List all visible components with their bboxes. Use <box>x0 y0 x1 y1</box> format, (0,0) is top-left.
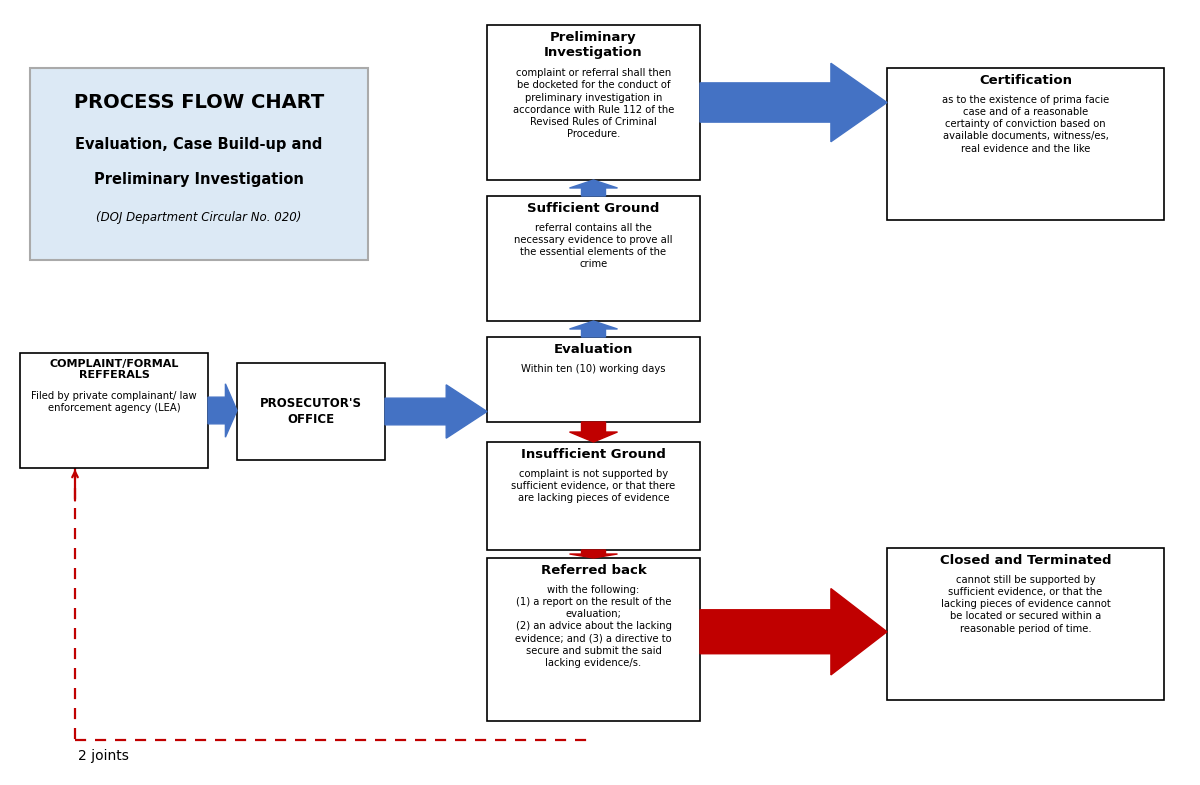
Text: Evaluation: Evaluation <box>554 343 634 356</box>
Polygon shape <box>570 422 618 442</box>
Bar <box>238 363 385 460</box>
Bar <box>487 558 700 721</box>
Bar <box>20 353 208 468</box>
Text: as to the existence of prima facie
case and of a reasonable
certainty of convict: as to the existence of prima facie case … <box>942 95 1109 154</box>
Text: COMPLAINT/FORMAL
REFFERALS: COMPLAINT/FORMAL REFFERALS <box>49 360 179 381</box>
Polygon shape <box>208 384 238 437</box>
Polygon shape <box>570 180 618 196</box>
Text: cannot still be supported by
sufficient evidence, or that the
lacking pieces of : cannot still be supported by sufficient … <box>941 575 1110 633</box>
Text: referral contains all the
necessary evidence to prove all
the essential elements: referral contains all the necessary evid… <box>515 223 673 269</box>
Text: Filed by private complainant/ law
enforcement agency (LEA): Filed by private complainant/ law enforc… <box>31 391 197 413</box>
Text: 2 joints: 2 joints <box>78 749 128 763</box>
Text: complaint is not supported by
sufficient evidence, or that there
are lacking pie: complaint is not supported by sufficient… <box>511 469 676 503</box>
Bar <box>30 68 368 260</box>
Polygon shape <box>700 64 887 142</box>
Bar <box>487 337 700 422</box>
Text: Sufficient Ground: Sufficient Ground <box>527 203 660 215</box>
Text: Within ten (10) working days: Within ten (10) working days <box>521 363 666 374</box>
Text: with the following:
(1) a report on the result of the
evaluation;
(2) an advice : with the following: (1) a report on the … <box>515 585 672 668</box>
Text: Evaluation, Case Build-up and: Evaluation, Case Build-up and <box>76 137 323 152</box>
Text: complaint or referral shall then
be docketed for the conduct of
preliminary inve: complaint or referral shall then be dock… <box>512 68 674 140</box>
Text: PROSECUTOR'S
OFFICE: PROSECUTOR'S OFFICE <box>260 397 362 426</box>
Polygon shape <box>385 385 487 438</box>
Bar <box>487 442 700 550</box>
Text: PROCESS FLOW CHART: PROCESS FLOW CHART <box>74 93 324 112</box>
Bar <box>887 548 1164 700</box>
Text: Preliminary Investigation: Preliminary Investigation <box>94 172 304 187</box>
Bar <box>487 25 700 180</box>
Text: (DOJ Department Circular No. 020): (DOJ Department Circular No. 020) <box>96 211 301 225</box>
Text: Preliminary
Investigation: Preliminary Investigation <box>544 31 643 59</box>
Text: Insufficient Ground: Insufficient Ground <box>521 448 666 462</box>
Polygon shape <box>570 550 618 558</box>
Polygon shape <box>570 321 618 337</box>
Text: Certification: Certification <box>979 75 1072 87</box>
Polygon shape <box>700 589 887 675</box>
Text: Referred back: Referred back <box>541 564 647 577</box>
Bar <box>887 68 1164 220</box>
Text: Closed and Terminated: Closed and Terminated <box>940 554 1111 568</box>
Bar <box>487 196 700 321</box>
